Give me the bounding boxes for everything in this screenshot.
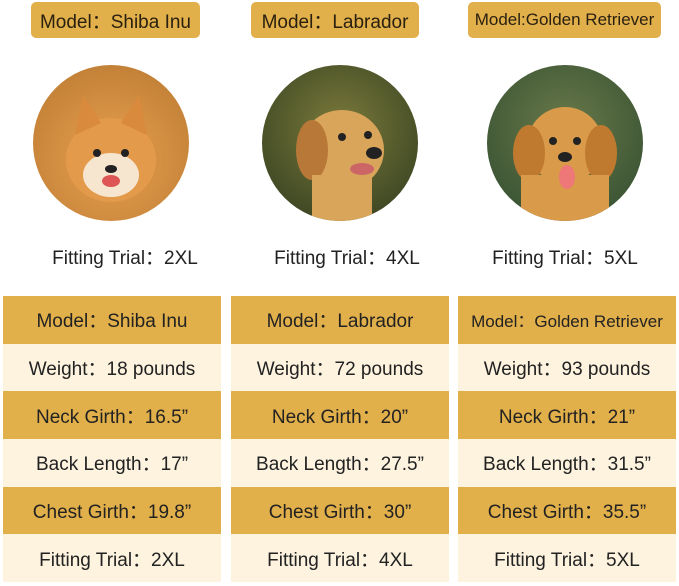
model-tag-golden: Model:Golden Retriever: [468, 2, 661, 38]
spec-table-labrador: Model：Labrador Weight：72 pounds Neck Gir…: [231, 296, 449, 583]
model-tag-labrador: Model：Labrador: [251, 2, 419, 38]
labrador-photo: [262, 65, 418, 221]
golden-retriever-photo: [487, 65, 643, 221]
spec-chest-girth: Chest Girth：30”: [231, 486, 449, 535]
spec-weight: Weight：18 pounds: [3, 343, 221, 392]
dog-illustration: [66, 95, 156, 202]
dog-illustration: [513, 107, 617, 221]
spec-back-length: Back Length：17”: [3, 439, 221, 487]
spec-back-length: Back Length：27.5”: [231, 439, 449, 487]
spec-chest-girth: Chest Girth：19.8”: [3, 486, 221, 535]
spec-back-length: Back Length：31.5”: [458, 439, 676, 487]
spec-model: Model：Golden Retriever: [458, 296, 676, 344]
spec-weight: Weight：93 pounds: [458, 343, 676, 392]
fitting-caption-golden: Fitting Trial：5XL: [492, 248, 638, 269]
dog-illustration: [296, 110, 384, 221]
spec-fitting-trial: Fitting Trial：5XL: [458, 534, 676, 583]
spec-model: Model：Labrador: [231, 296, 449, 344]
model-tag-shiba: Model：Shiba Inu: [31, 2, 200, 38]
fitting-caption-shiba: Fitting Trial：2XL: [52, 248, 198, 269]
spec-table-shiba: Model：Shiba Inu Weight：18 pounds Neck Gi…: [3, 296, 221, 583]
spec-neck-girth: Neck Girth：21”: [458, 391, 676, 440]
spec-model: Model：Shiba Inu: [3, 296, 221, 344]
spec-fitting-trial: Fitting Trial：4XL: [231, 534, 449, 583]
shiba-photo: [33, 65, 189, 221]
spec-neck-girth: Neck Girth：20”: [231, 391, 449, 440]
spec-neck-girth: Neck Girth：16.5”: [3, 391, 221, 440]
spec-fitting-trial: Fitting Trial：2XL: [3, 534, 221, 583]
spec-weight: Weight：72 pounds: [231, 343, 449, 392]
fitting-caption-labrador: Fitting Trial：4XL: [274, 248, 420, 269]
spec-table-golden: Model：Golden Retriever Weight：93 pounds …: [458, 296, 676, 583]
spec-chest-girth: Chest Girth：35.5”: [458, 486, 676, 535]
